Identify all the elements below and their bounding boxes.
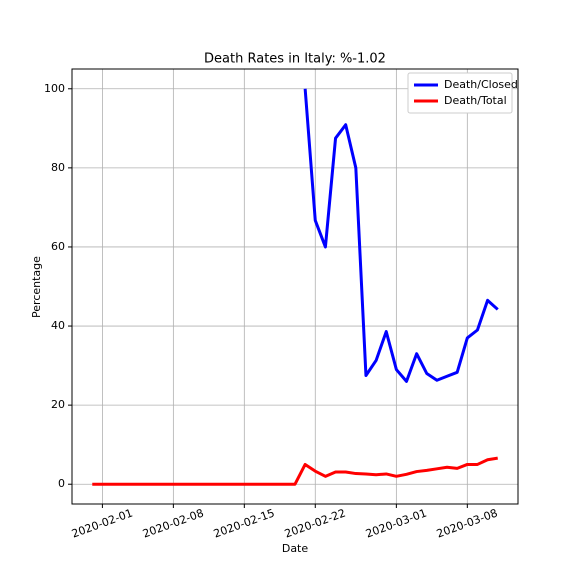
line-series: [303, 88, 499, 383]
y-tick-label: 60: [51, 240, 65, 253]
x-axis-label: Date: [282, 542, 309, 555]
y-tick-label: 80: [51, 161, 65, 174]
y-tick-label: 100: [44, 82, 65, 95]
y-tick-label: 20: [51, 398, 65, 411]
legend-label: Death/Closed: [444, 78, 518, 91]
chart-title: Death Rates in Italy: %-1.02: [204, 52, 386, 67]
plot-frame: [71, 68, 519, 505]
legend-label: Death/Total: [444, 94, 507, 107]
legend-box: [407, 72, 513, 114]
y-tick-label: 0: [58, 477, 65, 490]
y-tick-label: 40: [51, 319, 65, 332]
y-axis-label: Percentage: [30, 256, 43, 318]
line-series: [92, 456, 498, 486]
